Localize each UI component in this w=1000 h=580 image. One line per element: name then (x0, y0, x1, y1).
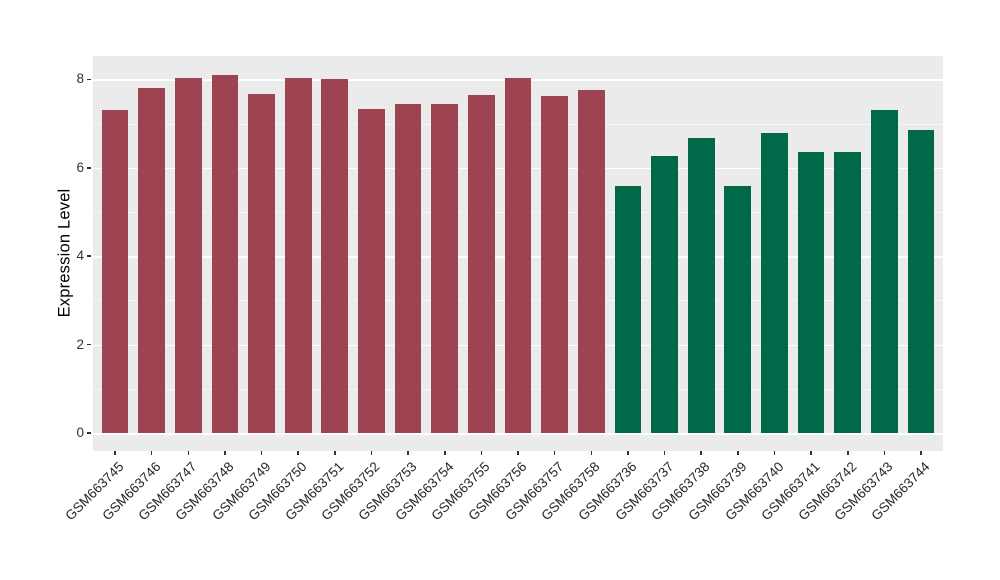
bar-GSM663750 (284, 77, 312, 433)
bar-GSM663751 (321, 79, 349, 433)
bar-GSM663745 (101, 109, 129, 433)
bar-GSM663748 (211, 74, 239, 433)
bar-GSM663740 (761, 132, 788, 433)
x-tick-mark-GSM663746 (150, 451, 153, 455)
bar-GSM663742 (834, 152, 862, 433)
plot-panel (93, 56, 943, 451)
y-tick-label-0: 0 (76, 425, 84, 440)
bar-GSM663744 (907, 129, 935, 433)
bar-GSM663755 (468, 94, 495, 433)
bar-GSM663754 (431, 104, 459, 433)
bar-GSM663758 (577, 90, 605, 433)
y-tick-label-8: 8 (76, 71, 84, 87)
x-tick-mark-GSM663745 (114, 451, 116, 455)
bar-GSM663737 (651, 155, 678, 433)
gridline-major-0 (93, 433, 943, 435)
x-tick-mark-GSM663737 (663, 451, 666, 455)
x-tick-mark-GSM663754 (444, 451, 446, 455)
x-tick-mark-GSM663755 (480, 451, 483, 455)
x-tick-mark-GSM663738 (700, 451, 702, 455)
bar-GSM663741 (797, 152, 825, 433)
x-tick-mark-GSM663753 (407, 451, 409, 455)
x-tick-mark-GSM663757 (553, 451, 556, 455)
y-tick-mark-2 (87, 343, 91, 346)
y-tick-mark-0 (87, 432, 91, 434)
x-tick-mark-GSM663748 (224, 451, 226, 455)
bar-GSM663749 (248, 93, 275, 433)
bar-GSM663736 (614, 185, 642, 433)
bar-GSM663753 (394, 104, 422, 433)
x-tick-mark-GSM663752 (370, 451, 373, 455)
x-tick-mark-GSM663741 (810, 451, 812, 455)
x-tick-mark-GSM663758 (590, 451, 592, 455)
x-tick-mark-GSM663747 (187, 451, 189, 455)
y-tick-label-2: 2 (76, 336, 84, 352)
bar-GSM663752 (358, 108, 385, 433)
x-tick-mark-GSM663751 (334, 451, 336, 455)
bar-GSM663739 (724, 185, 752, 433)
y-tick-mark-4 (87, 255, 91, 257)
x-tick-mark-GSM663739 (737, 451, 739, 455)
y-tick-mark-6 (87, 167, 91, 169)
x-tick-mark-GSM663736 (627, 451, 629, 455)
x-tick-mark-GSM663750 (297, 451, 299, 455)
y-tick-label-6: 6 (76, 159, 84, 175)
x-tick-mark-GSM663744 (920, 451, 922, 455)
y-tick-label-4: 4 (76, 248, 84, 264)
bar-GSM663746 (138, 87, 165, 433)
bar-GSM663756 (504, 77, 532, 433)
x-tick-mark-GSM663749 (260, 451, 263, 455)
x-tick-mark-GSM663740 (773, 451, 776, 455)
bar-GSM663757 (541, 96, 568, 433)
y-tick-mark-8 (87, 78, 91, 81)
bar-GSM663747 (174, 77, 202, 433)
x-tick-mark-GSM663756 (517, 451, 519, 455)
bar-GSM663743 (871, 109, 898, 433)
bar-GSM663738 (687, 138, 715, 433)
x-tick-mark-GSM663743 (883, 451, 886, 455)
x-tick-mark-GSM663742 (847, 451, 849, 455)
